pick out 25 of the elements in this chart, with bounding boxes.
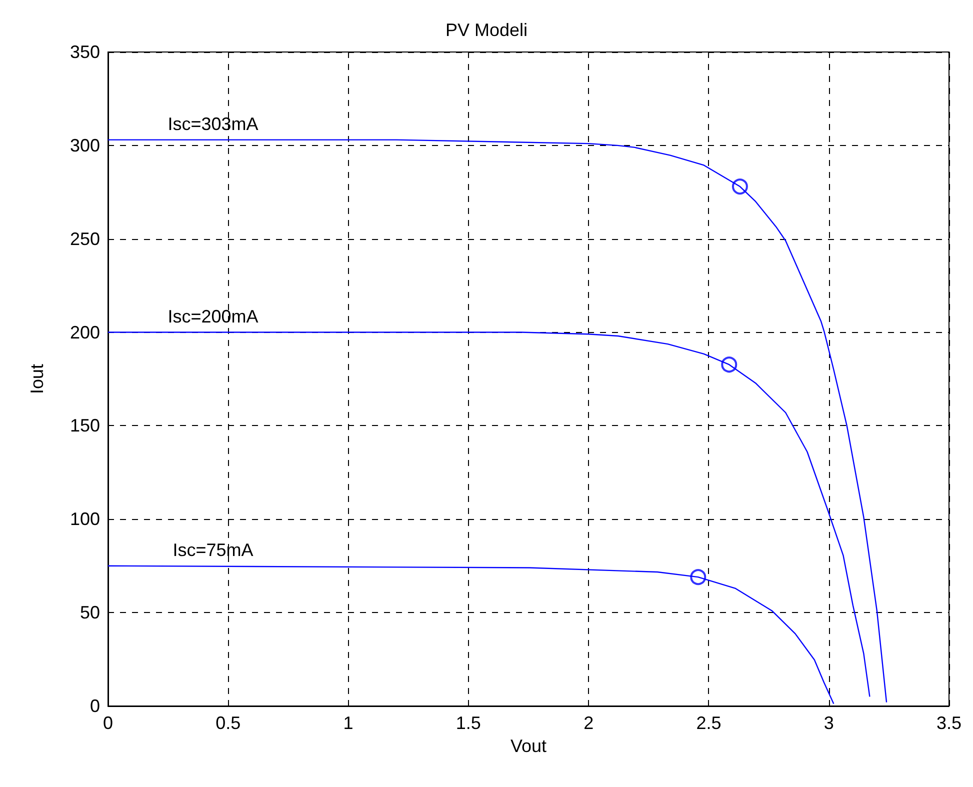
x-tick-label: 3 bbox=[824, 713, 834, 733]
line-series bbox=[107, 565, 834, 704]
x-tick-label: 2 bbox=[584, 713, 594, 733]
series-label: Isc=75mA bbox=[172, 540, 254, 560]
y-tick-label: 50 bbox=[80, 602, 100, 623]
x-tick-label: 1.5 bbox=[456, 713, 481, 733]
y-tick-label: 100 bbox=[70, 509, 100, 530]
y-tick-label: 150 bbox=[70, 416, 100, 436]
chart-title: PV Modeli bbox=[445, 20, 528, 40]
y-tick-label: 0 bbox=[90, 696, 100, 716]
x-tick-label: 1 bbox=[343, 713, 354, 733]
x-tick-label: 0 bbox=[102, 713, 114, 733]
x-tick-label: 0.5 bbox=[216, 713, 241, 733]
series-label: Isc=200mA bbox=[168, 306, 258, 326]
x-tick-label: 3.5 bbox=[936, 713, 962, 733]
y-tick-label: 350 bbox=[70, 42, 100, 62]
x-tick-label: 2.5 bbox=[696, 713, 722, 733]
series-label: Isc=303mA bbox=[168, 114, 258, 134]
y-axis-title: Iout bbox=[27, 364, 47, 394]
y-tick-label: 250 bbox=[70, 228, 100, 249]
y-tick-label: 300 bbox=[70, 135, 100, 156]
y-tick-label: 200 bbox=[70, 322, 100, 342]
line-series bbox=[107, 332, 870, 698]
line-series bbox=[107, 139, 888, 703]
x-axis-title: Vout bbox=[510, 736, 547, 756]
